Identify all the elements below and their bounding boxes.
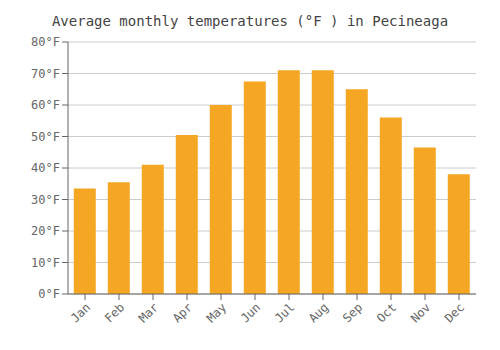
svg-text:80°F: 80°F xyxy=(31,35,60,49)
svg-text:40°F: 40°F xyxy=(31,161,60,175)
svg-text:60°F: 60°F xyxy=(31,98,60,112)
svg-text:Jul: Jul xyxy=(272,300,297,325)
svg-text:30°F: 30°F xyxy=(31,193,60,207)
svg-text:Apr: Apr xyxy=(170,300,195,325)
svg-text:Jan: Jan xyxy=(68,300,93,325)
svg-text:10°F: 10°F xyxy=(31,256,60,270)
svg-text:Feb: Feb xyxy=(102,300,127,325)
svg-text:Sep: Sep xyxy=(340,300,365,325)
svg-text:Jun: Jun xyxy=(238,300,263,325)
svg-text:Nov: Nov xyxy=(408,300,433,325)
svg-text:May: May xyxy=(204,300,229,325)
svg-text:Aug: Aug xyxy=(306,300,331,325)
svg-text:Mar: Mar xyxy=(136,300,161,325)
svg-text:Oct: Oct xyxy=(374,300,399,325)
svg-text:50°F: 50°F xyxy=(31,130,60,144)
svg-text:70°F: 70°F xyxy=(31,67,60,81)
html-text:Average monthly temperatures (: Average monthly temperatures (°F ) in Pe… xyxy=(51,13,449,29)
svg-text:0°F: 0°F xyxy=(38,287,60,301)
svg-text:20°F: 20°F xyxy=(31,224,60,238)
svg-text:Dec: Dec xyxy=(442,300,467,325)
